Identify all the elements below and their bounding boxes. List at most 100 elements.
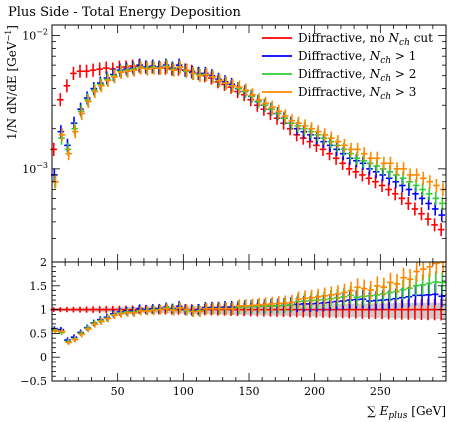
ratio-point xyxy=(282,295,289,311)
data-point xyxy=(398,191,406,205)
ratio-point xyxy=(413,262,420,282)
data-point xyxy=(391,187,399,201)
legend-entry: Diffractive, Nch > 3 xyxy=(262,85,416,102)
ratio-y-tick-label: 0.5 xyxy=(30,327,48,340)
data-point xyxy=(437,223,445,237)
ratio-point xyxy=(354,278,361,297)
ratio-point xyxy=(96,306,103,314)
data-point xyxy=(124,64,132,78)
ratio-point xyxy=(255,297,263,312)
data-point xyxy=(425,187,433,201)
ratio-y-tick-label: −0.5 xyxy=(20,375,47,388)
ratio-point xyxy=(242,299,250,313)
data-point xyxy=(58,128,66,142)
ratio-point xyxy=(432,271,440,293)
ratio-point xyxy=(70,306,77,313)
data-point xyxy=(144,62,151,76)
data-point xyxy=(380,156,388,170)
data-point xyxy=(65,147,72,161)
ratio-point xyxy=(374,276,381,296)
ratio-point xyxy=(111,311,118,320)
data-point xyxy=(426,175,434,189)
ratio-point xyxy=(341,283,348,302)
ratio-point xyxy=(203,302,210,315)
data-point xyxy=(163,60,171,74)
ratio-point xyxy=(190,306,197,317)
data-point xyxy=(301,119,309,133)
legend-entry: Diffractive, Nch > 1 xyxy=(262,49,416,66)
ratio-point xyxy=(85,325,92,333)
data-point xyxy=(91,85,99,99)
data-point xyxy=(341,138,348,152)
data-point xyxy=(249,88,256,102)
ratio-point xyxy=(347,281,355,300)
ratio-point xyxy=(102,306,110,314)
ratio-point xyxy=(98,318,105,325)
ratio-point xyxy=(380,277,388,297)
data-point xyxy=(405,196,412,211)
data-point xyxy=(117,65,125,79)
ratio-point xyxy=(58,328,66,335)
data-point xyxy=(411,202,419,216)
ratio-point xyxy=(367,280,375,300)
legend-entry: Diffractive, Nch > 2 xyxy=(262,67,416,84)
ratio-point xyxy=(400,267,407,288)
data-point xyxy=(262,96,269,110)
ratio-point xyxy=(163,303,171,314)
data-point xyxy=(78,106,86,121)
data-point xyxy=(359,168,366,182)
data-point xyxy=(439,196,446,211)
data-point xyxy=(196,69,204,83)
data-point xyxy=(352,165,360,179)
legend-label: Diffractive, Nch > 2 xyxy=(298,67,416,84)
data-point xyxy=(308,122,315,136)
data-point xyxy=(157,61,164,75)
data-point xyxy=(438,208,446,222)
data-point xyxy=(89,63,97,77)
data-point xyxy=(268,100,276,114)
ratio-point xyxy=(63,306,71,313)
data-point xyxy=(50,142,58,156)
data-point xyxy=(236,80,243,94)
data-point xyxy=(190,66,197,80)
ratio-point xyxy=(52,328,59,334)
ratio-point xyxy=(65,339,72,346)
ratio-point xyxy=(91,321,99,328)
data-point xyxy=(282,109,289,123)
data-point xyxy=(83,64,90,78)
data-point xyxy=(170,63,178,77)
ratio-point xyxy=(262,297,269,312)
data-point xyxy=(413,168,420,182)
data-point xyxy=(57,93,64,107)
data-point xyxy=(419,171,427,185)
data-point xyxy=(255,93,263,107)
ratio-point xyxy=(295,291,302,307)
ratio-point xyxy=(406,268,414,290)
chart-title: Plus Side - Total Energy Deposition xyxy=(8,5,241,20)
data-point xyxy=(111,70,118,84)
ratio-point xyxy=(321,287,329,305)
x-tick-label: 250 xyxy=(370,385,391,398)
y-tick-label: 10−2 xyxy=(22,28,48,43)
ratio-point xyxy=(104,315,112,323)
ratio-y-tick-label: 0 xyxy=(40,351,47,364)
data-point xyxy=(400,162,407,176)
data-point xyxy=(354,142,361,156)
x-tick-label: 50 xyxy=(111,385,125,398)
ratio-uncertainty-band xyxy=(52,302,446,320)
data-point xyxy=(222,76,230,90)
data-point xyxy=(334,135,342,149)
ratio-point xyxy=(334,285,342,303)
data-point xyxy=(63,79,71,93)
data-point xyxy=(229,79,237,93)
data-point xyxy=(209,70,217,84)
ratio-point xyxy=(426,262,434,278)
data-point xyxy=(406,168,414,182)
data-point xyxy=(137,61,145,75)
data-point xyxy=(432,191,440,205)
ratio-point xyxy=(288,294,296,311)
ratio-point xyxy=(433,262,440,275)
x-tick-label: 200 xyxy=(304,385,325,398)
data-point xyxy=(85,94,92,109)
